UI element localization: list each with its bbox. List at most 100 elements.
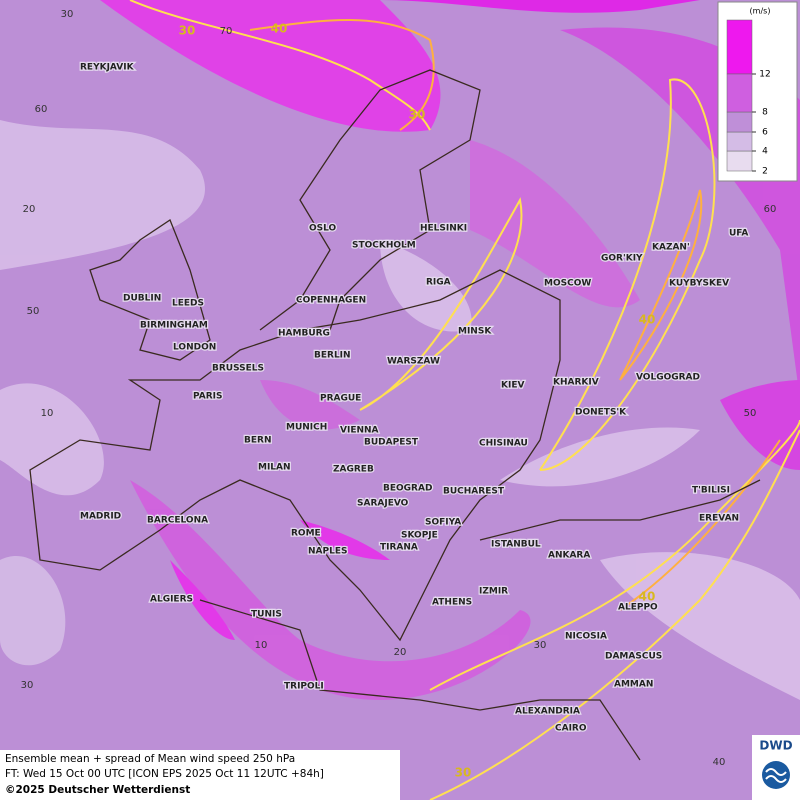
- legend-tick-label: 6: [762, 128, 768, 138]
- coastlines: [29, 69, 761, 761]
- contour-label: 40: [639, 590, 656, 604]
- city-label: KAZAN': [652, 243, 690, 253]
- city-label: MUNICH: [286, 423, 327, 433]
- graticule-label: 30: [534, 640, 547, 651]
- logo-icon: [762, 761, 790, 789]
- city-label: TIRANA: [380, 543, 418, 553]
- city-label: BEOGRAD: [383, 484, 432, 494]
- city-label: LONDON: [173, 343, 216, 353]
- graticule-labels: 30 70 60 20 50 10 30 10 20 30 40 60 50: [21, 9, 777, 768]
- graticule-label: 10: [255, 640, 268, 651]
- city-label: DAMASCUS: [605, 652, 662, 662]
- city-label: VOLGOGRAD: [636, 373, 700, 383]
- graticule-label: 20: [23, 204, 36, 215]
- city-label: BUCHAREST: [443, 487, 505, 497]
- legend-band: [726, 73, 753, 113]
- city-label: NAPLES: [308, 547, 347, 557]
- city-label: GOR'KIY: [601, 254, 643, 264]
- city-label: MADRID: [80, 512, 121, 522]
- city-label: BERN: [244, 436, 271, 446]
- city-label: EREVAN: [699, 514, 739, 524]
- graticule-label: 40: [713, 757, 726, 768]
- contour-label: 30: [409, 108, 426, 122]
- contours: [129, 0, 800, 801]
- city-label: TRIPOLI: [284, 682, 324, 692]
- contour-label: 30: [455, 766, 472, 780]
- graticule-label: 30: [61, 9, 74, 20]
- contour-label: 30: [179, 24, 196, 38]
- graticule-label: 70: [220, 26, 233, 37]
- graticule-label: 30: [21, 680, 34, 691]
- city-label: ATHENS: [432, 598, 472, 608]
- city-label: ALEXANDRIA: [515, 707, 580, 717]
- city-label: SARAJEVO: [357, 499, 409, 509]
- legend-band: [726, 131, 753, 152]
- city-label: PARIS: [193, 392, 223, 402]
- legend-tick-label: 12: [759, 70, 770, 80]
- legend-tick-label: 4: [762, 147, 768, 157]
- footer-box: [0, 750, 400, 800]
- city-label: ALEPPO: [618, 603, 658, 613]
- wind-field: [0, 0, 800, 700]
- city-label: PRAGUE: [320, 394, 361, 404]
- legend-tick-label: 8: [762, 108, 768, 118]
- city-label: STOCKHOLM: [352, 241, 416, 251]
- contour-labels: 30 40 30 40 40 30: [179, 22, 656, 780]
- city-label: WARSZAW: [387, 357, 440, 367]
- city-label: AMMAN: [614, 680, 653, 690]
- city-label: ZAGREB: [333, 465, 374, 475]
- footer-forecast: FT: Wed 15 Oct 00 UTC [ICON EPS 2025 Oct…: [5, 768, 324, 780]
- city-label: SKOPJE: [401, 531, 438, 541]
- city-label: CAIRO: [555, 724, 587, 734]
- city-label: REYKJAVIK: [80, 63, 135, 73]
- city-label: ISTANBUL: [491, 540, 541, 550]
- city-label: IZMIR: [479, 587, 508, 597]
- city-label: KHARKIV: [553, 378, 599, 388]
- legend-tick-label: 2: [762, 167, 768, 177]
- logo-text: DWD: [759, 739, 792, 753]
- city-label: HELSINKI: [420, 224, 467, 234]
- graticule-label: 60: [764, 204, 777, 215]
- graticule-label: 50: [27, 306, 40, 317]
- city-label: ANKARA: [548, 551, 590, 561]
- contour-label: 40: [639, 313, 656, 327]
- logo-waves: [765, 768, 787, 783]
- city-label: LEEDS: [172, 299, 204, 309]
- city-label: TUNIS: [251, 610, 282, 620]
- legend-band: [726, 111, 753, 133]
- graticule-label: 20: [394, 647, 407, 658]
- city-label: OSLO: [309, 224, 337, 234]
- city-label: BERLIN: [314, 351, 351, 361]
- city-label: ROME: [291, 529, 321, 539]
- graticule-label: 60: [35, 104, 48, 115]
- city-label: RIGA: [426, 278, 451, 288]
- footer-copyright: ©2025 Deutscher Wetterdienst: [5, 784, 190, 796]
- graticule-label: 50: [744, 408, 757, 419]
- legend-band: [726, 19, 753, 75]
- city-label: ALGIERS: [150, 595, 193, 605]
- city-label: KUYBYSKEV: [669, 279, 729, 289]
- city-label: NICOSIA: [565, 632, 607, 642]
- city-label: BUDAPEST: [364, 438, 419, 448]
- city-label: MOSCOW: [544, 279, 591, 289]
- city-label: BARCELONA: [147, 516, 208, 526]
- city-label: MILAN: [258, 463, 291, 473]
- city-label: BIRMINGHAM: [140, 321, 208, 331]
- city-label: SOFIYA: [425, 518, 461, 528]
- city-label: DUBLIN: [123, 294, 161, 304]
- city-label: VIENNA: [340, 426, 379, 436]
- city-label: BRUSSELS: [212, 364, 264, 374]
- contour-label: 40: [271, 22, 288, 36]
- city-label: HAMBURG: [278, 329, 330, 339]
- city-label: DONETS'K: [575, 408, 627, 418]
- legend-band: [726, 150, 753, 172]
- city-labels: REYKJAVIK DUBLIN LEEDS BIRMINGHAM LONDON BRUS…: [79, 61, 750, 735]
- city-label: CHISINAU: [479, 439, 528, 449]
- legend: (m/s) 2 4 6 8 12: [717, 1, 798, 182]
- city-label: COPENHAGEN: [296, 296, 366, 306]
- city-label: KIEV: [501, 381, 524, 391]
- graticule-label: 10: [41, 408, 54, 419]
- city-label: UFA: [729, 229, 748, 239]
